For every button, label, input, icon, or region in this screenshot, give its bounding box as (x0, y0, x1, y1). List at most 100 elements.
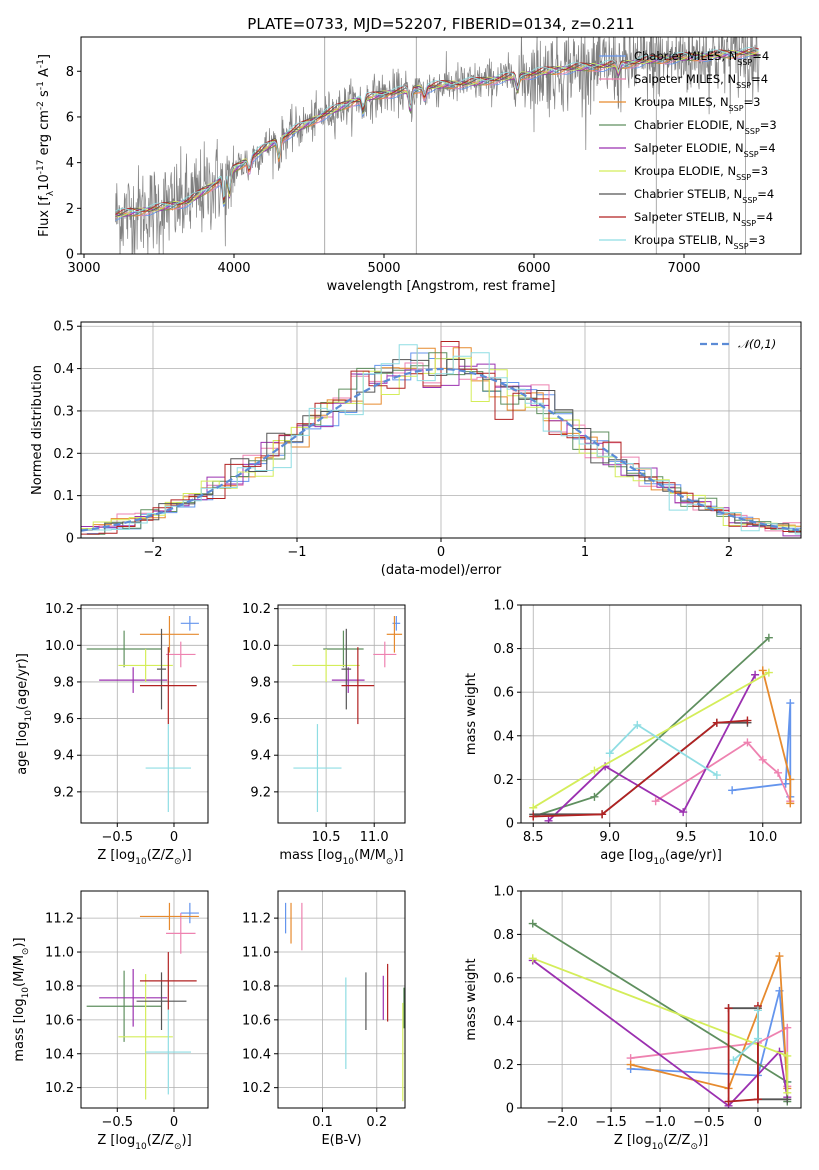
data-point-marker (605, 749, 614, 758)
model-spectrum-line (115, 47, 759, 213)
data-point-marker (753, 1006, 762, 1015)
data-point-marker (598, 810, 607, 819)
mass-weight-line (727, 1006, 759, 1103)
observed-spectrum-line (115, 37, 760, 254)
x-axis-label: E(B-V) (321, 1133, 361, 1148)
x-tick-label: 2 (725, 545, 733, 560)
y-tick-label: 2 (66, 202, 74, 217)
data-point-marker (712, 718, 721, 727)
y-tick-label: 0 (66, 532, 74, 547)
data-point-marker (724, 1097, 733, 1106)
legend-label: Chabrier ELODIE, NSSP=3 (634, 118, 777, 136)
mass-weight-line (532, 959, 789, 1108)
y-tick-label: 0.8 (493, 642, 514, 657)
y-tick-label: 0.2 (493, 1058, 514, 1073)
x-tick-label: 10.0 (748, 830, 777, 845)
data-point-marker (758, 666, 767, 675)
y-tick-label: 0 (506, 817, 514, 832)
data-point-marker (590, 766, 599, 775)
y-tick-label: 10.6 (45, 1013, 74, 1028)
y-tick-label: 9.2 (250, 785, 271, 800)
data-point-marker (743, 738, 752, 747)
x-tick-label: 0 (754, 1115, 762, 1130)
y-tick-label: 10.2 (45, 1081, 74, 1096)
data-point-marker (786, 699, 795, 708)
residual-histogram-line (86, 359, 801, 533)
x-tick-label: −1.0 (644, 1115, 676, 1130)
plot-area-age_vs_Z (81, 605, 208, 823)
chart-title: PLATE=0733, MJD=52207, FIBERID=0134, z=0… (247, 15, 634, 33)
y-tick-label: 10.8 (242, 979, 271, 994)
data-point-marker (783, 1051, 792, 1060)
y-tick-label: 9.8 (53, 675, 74, 690)
x-axis-label: mass [log10(M/M⊙)] (279, 848, 403, 867)
y-tick-label: 0.6 (493, 971, 514, 986)
plot-area-age_vs_mass (278, 605, 405, 823)
y-tick-label: 0 (66, 248, 74, 263)
y-tick-label: 0.6 (493, 686, 514, 701)
y-axis-label: mass weight (464, 958, 479, 1040)
data-point-marker (528, 954, 537, 963)
y-tick-label: 4 (66, 156, 74, 171)
axes-frame (80, 890, 209, 1109)
legend-label: 𝒩(0,1) (738, 337, 776, 351)
data-point-marker (729, 1056, 738, 1065)
x-tick-label: 9.0 (599, 830, 620, 845)
axes-frame (520, 604, 802, 824)
legend-label: Chabrier STELIB, NSSP=4 (634, 187, 774, 205)
legend-label: Chabrier MILES, NSSP=4 (634, 49, 769, 67)
y-tick-label: 1.0 (493, 885, 514, 900)
x-tick-label: −2.0 (546, 1115, 578, 1130)
data-point-marker (743, 716, 752, 725)
panel-massweight_vs_age: 8.5 9.0 9.5 10.0 0 0.2 0.4 0.6 0.8 1.0 age [log10(… (464, 599, 802, 867)
data-point-marker (728, 786, 737, 795)
x-tick-label: 0.1 (312, 1115, 333, 1130)
data-point-marker (774, 768, 783, 777)
mass-weight-line (533, 721, 748, 816)
y-tick-label: 10.0 (45, 639, 74, 654)
x-tick-label: −0.5 (101, 1115, 133, 1130)
y-tick-label: 10.8 (45, 979, 74, 994)
y-tick-label: 10.2 (242, 602, 271, 617)
mass-weight-line (655, 741, 792, 802)
y-tick-label: 10.0 (242, 639, 271, 654)
x-tick-label: 5000 (367, 261, 400, 276)
data-point-marker (679, 808, 688, 817)
data-point-marker (786, 799, 795, 808)
data-point-marker (753, 1034, 762, 1043)
y-tick-label: 0.8 (493, 928, 514, 943)
x-tick-label: −1 (287, 545, 306, 560)
y-tick-label: 0.2 (53, 447, 74, 462)
y-tick-label: 9.6 (250, 712, 271, 727)
normal-reference-curve (81, 367, 801, 532)
panel-age_vs_Z: −0.5 0 9.2 9.4 9.6 9.8 10.0 10.2 Z [log10(Z/Z⊙)]… (15, 602, 209, 867)
x-tick-label: 0 (170, 1115, 178, 1130)
x-tick-label: 0.2 (366, 1115, 387, 1130)
plot-area-massweight_vs_age (521, 605, 801, 823)
data-point-marker (724, 1004, 733, 1013)
data-point-marker (626, 1060, 635, 1069)
data-point-marker (528, 919, 537, 928)
axes-frame (520, 890, 802, 1109)
legend-label: Salpeter STELIB, NSSP=4 (634, 210, 773, 228)
mass-weight-line (532, 671, 770, 809)
panel-massweight_vs_Z: −2.0 −1.5 −1.0 −0.5 0 0 0.2 0.4 0.6 0.8 1.0 Z [log1… (464, 885, 802, 1152)
panel-mass_vs_Z: −0.5 0 10.2 10.4 10.6 10.8 11.0 11.2 Z [log10(Z/… (12, 890, 209, 1152)
residual-histogram-line (81, 357, 801, 531)
panel-age_vs_mass: 10.5 11.0 9.2 9.4 9.6 9.8 10.0 10.2 mass [log10(… (242, 602, 406, 867)
y-tick-label: 9.8 (250, 675, 271, 690)
axes-frame (80, 36, 802, 255)
x-tick-label: 0 (170, 830, 178, 845)
plot-area-mass_vs_Z (81, 891, 208, 1108)
legend-label: Kroupa MILES, NSSP=3 (634, 95, 760, 113)
y-tick-label: 6 (66, 110, 74, 125)
x-axis-label: Z [log10(Z/Z⊙)] (97, 1133, 191, 1152)
x-axis-label: age [log10(age/yr)] (600, 848, 722, 867)
panel-spectrum: 3000 4000 5000 6000 7000 0 2 4 6 8 wavelength [Ang… (36, 15, 802, 294)
y-axis-label: age [log10(age/yr)] (15, 653, 34, 775)
y-tick-label: 11.0 (242, 946, 271, 961)
y-tick-label: 0.4 (493, 729, 514, 744)
x-axis-label: (data-model)/error (381, 563, 502, 578)
x-tick-label: 3000 (67, 261, 100, 276)
